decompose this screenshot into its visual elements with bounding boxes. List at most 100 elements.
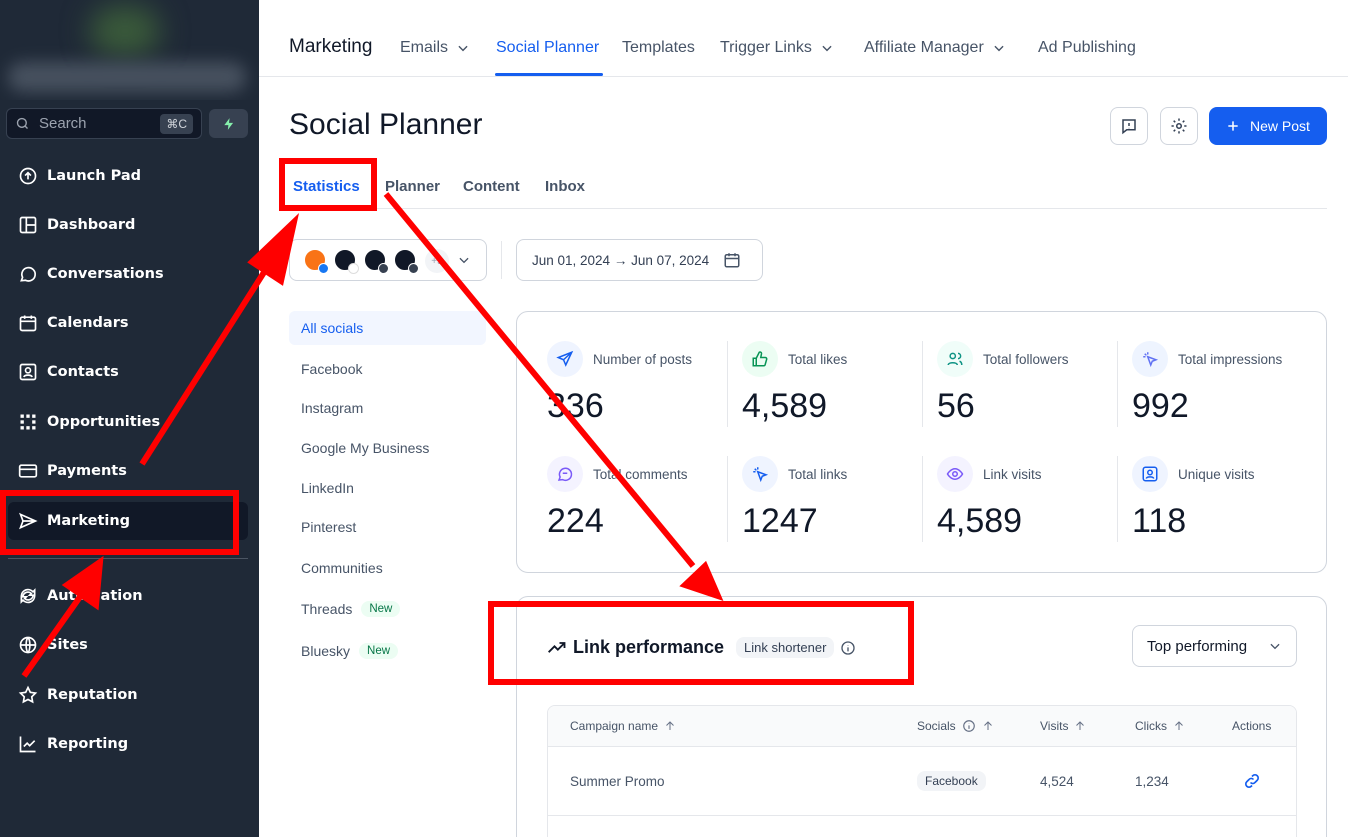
sidebar-item-calendars[interactable]: Calendars: [8, 304, 248, 342]
planner-subtabs: Statistics Planner Content Inbox: [289, 160, 1327, 209]
table-row[interactable]: Summer Promo Facebook 4,524 1,234: [548, 748, 1296, 816]
social-filter-facebook[interactable]: Facebook: [289, 352, 486, 386]
active-tab-indicator: [495, 73, 603, 76]
topnav-label: Ad Publishing: [1038, 39, 1136, 56]
stat-total-impressions: Total impressions 992: [1132, 341, 1322, 441]
column-visits[interactable]: Visits: [1040, 719, 1086, 733]
sidebar-item-conversations[interactable]: Conversations: [8, 255, 248, 293]
star-icon: [18, 685, 38, 705]
quick-actions-button[interactable]: [209, 109, 248, 138]
sidebar-item-opportunities[interactable]: Opportunities: [8, 403, 248, 441]
sort-select[interactable]: Top performing: [1132, 625, 1297, 667]
chevron-down-icon: [822, 45, 832, 52]
stat-value: 118: [1132, 502, 1187, 540]
sidebar-item-marketing[interactable]: Marketing: [8, 502, 248, 540]
stat-value: 4,589: [742, 387, 828, 425]
column-label: Socials: [917, 719, 956, 733]
account-switcher-blurred[interactable]: [0, 0, 259, 100]
sidebar-item-label: Reporting: [47, 736, 129, 752]
sidebar-item-label: Conversations: [47, 266, 164, 282]
search-bar[interactable]: Search ⌘C: [6, 108, 202, 139]
column-label: Campaign name: [570, 719, 659, 733]
arrow-up-icon: [1175, 721, 1183, 730]
sidebar-item-dashboard[interactable]: Dashboard: [8, 206, 248, 244]
topnav-label: Trigger Links: [720, 39, 812, 56]
stat-divider: [727, 341, 728, 427]
social-filter-bluesky[interactable]: Bluesky New: [289, 634, 486, 668]
settings-button[interactable]: [1160, 107, 1198, 145]
social-filter-all[interactable]: All socials: [289, 311, 486, 345]
account-avatar: [303, 248, 329, 274]
annotation-box-statistics: [279, 158, 377, 211]
column-socials[interactable]: Socials: [917, 719, 994, 733]
opportunities-icon: [18, 412, 38, 432]
social-filter-communities[interactable]: Communities: [289, 551, 486, 585]
sidebar-item-automation[interactable]: Automation: [8, 577, 248, 615]
feedback-button[interactable]: [1110, 107, 1148, 145]
account-avatar: [363, 248, 389, 274]
column-clicks[interactable]: Clicks: [1135, 719, 1185, 733]
contact-card-icon: [18, 362, 38, 382]
social-filter-instagram[interactable]: Instagram: [289, 391, 486, 425]
account-selector[interactable]: +5: [289, 239, 487, 281]
tab-statistics[interactable]: Statistics: [293, 178, 360, 195]
new-post-button[interactable]: New Post: [1209, 107, 1327, 145]
social-filter-threads[interactable]: Threads New: [289, 592, 486, 626]
tab-inbox[interactable]: Inbox: [545, 178, 585, 195]
stat-divider: [1117, 456, 1118, 542]
stat-total-followers: Total followers 56: [937, 341, 1127, 441]
topnav-trigger-links[interactable]: Trigger Links: [720, 39, 834, 57]
sidebar-item-launch-pad[interactable]: Launch Pad: [8, 157, 248, 195]
section-title: Marketing: [289, 36, 373, 57]
info-icon[interactable]: [840, 640, 856, 656]
social-filter-pinterest[interactable]: Pinterest: [289, 510, 486, 544]
sidebar-item-label: Automation: [47, 588, 143, 604]
stat-label: Total impressions: [1178, 351, 1283, 367]
paper-plane-icon: [547, 341, 583, 377]
user-square-icon: [1132, 456, 1168, 492]
social-filter-linkedin[interactable]: LinkedIn: [289, 471, 486, 505]
social-filter-google-my-business[interactable]: Google My Business: [289, 431, 486, 465]
social-filter-label: LinkedIn: [301, 480, 354, 496]
social-filter-label: Bluesky: [301, 643, 351, 659]
link-performance-heading: Link performance Link shortener: [547, 637, 856, 658]
social-filter-label: Threads: [301, 601, 353, 617]
stat-label: Total followers: [983, 351, 1069, 367]
stat-value: 224: [547, 502, 604, 540]
stat-link-visits: Link visits 4,589: [937, 456, 1127, 556]
sidebar-item-contacts[interactable]: Contacts: [8, 353, 248, 391]
topnav-label: Social Planner: [496, 39, 600, 56]
sidebar-item-label: Payments: [47, 463, 127, 479]
column-label: Clicks: [1135, 719, 1167, 733]
chart-icon: [18, 734, 38, 754]
topnav-templates[interactable]: Templates: [622, 39, 695, 57]
tab-content[interactable]: Content: [463, 178, 520, 195]
send-icon: [18, 511, 38, 531]
tab-planner[interactable]: Planner: [385, 178, 441, 195]
date-range-picker[interactable]: Jun 01, 2024 → Jun 07, 2024: [516, 239, 763, 281]
column-campaign-name[interactable]: Campaign name: [570, 719, 676, 733]
topnav-social-planner[interactable]: Social Planner: [496, 39, 599, 57]
calendar-icon: [18, 313, 38, 333]
eye-icon: [937, 456, 973, 492]
sidebar-item-reporting[interactable]: Reporting: [8, 725, 248, 763]
topnav-label: Affiliate Manager: [864, 39, 984, 56]
topnav-ad-publishing[interactable]: Ad Publishing: [1038, 39, 1136, 57]
sidebar-item-label: Reputation: [47, 687, 138, 703]
stat-label: Link visits: [983, 466, 1042, 482]
sidebar-item-label: Marketing: [47, 513, 131, 529]
search-shortcut: ⌘C: [160, 113, 193, 134]
sidebar-item-payments[interactable]: Payments: [8, 452, 248, 490]
social-pill: Facebook: [917, 771, 986, 791]
topnav-affiliate-manager[interactable]: Affiliate Manager: [864, 39, 1006, 57]
stat-divider: [727, 456, 728, 542]
topnav-emails[interactable]: Emails: [400, 39, 470, 57]
sidebar-item-label: Contacts: [47, 364, 119, 380]
globe-icon: [18, 635, 38, 655]
sidebar-item-reputation[interactable]: Reputation: [8, 676, 248, 714]
sidebar-divider: [8, 558, 248, 559]
filter-divider: [501, 241, 502, 279]
link-icon[interactable]: [1243, 772, 1261, 790]
sidebar-item-sites[interactable]: Sites: [8, 626, 248, 664]
gear-icon: [1171, 118, 1187, 134]
